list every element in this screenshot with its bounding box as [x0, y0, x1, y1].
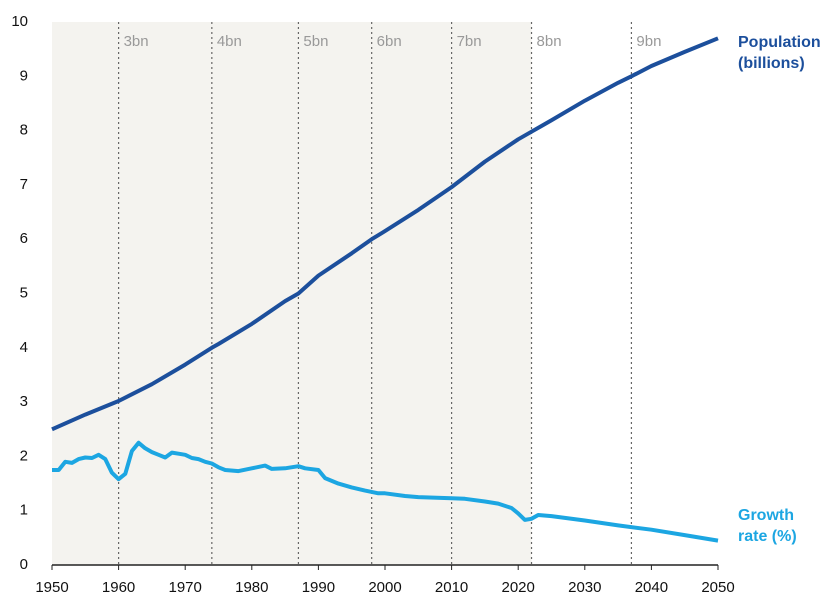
x-tick-label: 1950 — [35, 579, 68, 596]
y-tick-label: 1 — [20, 502, 28, 519]
y-tick-label: 3 — [20, 393, 28, 410]
x-tick-label: 2030 — [568, 579, 601, 596]
x-tick-label: 2050 — [701, 579, 734, 596]
y-tick-label: 9 — [20, 67, 28, 84]
x-tick-label: 2000 — [368, 579, 401, 596]
y-tick-label: 6 — [20, 230, 28, 247]
y-tick-label: 10 — [11, 13, 28, 30]
series-line — [52, 440, 719, 543]
milestone-label: 4bn — [217, 33, 242, 50]
x-tick-label: 2040 — [635, 579, 668, 596]
x-tick-label: 1970 — [169, 579, 202, 596]
x-tick-label: 1980 — [235, 579, 268, 596]
y-tick-label: 7 — [20, 176, 28, 193]
y-tick-label: 5 — [20, 284, 28, 301]
legend-label: Population (billions) — [738, 34, 821, 72]
x-tick-label: 2020 — [502, 579, 535, 596]
x-tick-label: 1990 — [302, 579, 335, 596]
milestone-label: 7bn — [457, 33, 482, 50]
y-tick-label: 8 — [20, 122, 28, 139]
y-tick-label: 4 — [20, 339, 28, 356]
milestone-label: 3bn — [124, 33, 149, 50]
legend-label: Growth rate (%) — [738, 507, 797, 545]
milestone-label: 9bn — [636, 33, 661, 50]
x-tick-label: 2010 — [435, 579, 468, 596]
x-tick-label: 1960 — [102, 579, 135, 596]
milestone-label: 6bn — [377, 33, 402, 50]
milestone-label: 8bn — [537, 33, 562, 50]
milestone-label: 5bn — [303, 33, 328, 50]
series-line — [51, 36, 719, 432]
plot-shade — [52, 22, 532, 565]
y-tick-label: 0 — [20, 556, 28, 573]
y-tick-label: 2 — [20, 447, 28, 464]
